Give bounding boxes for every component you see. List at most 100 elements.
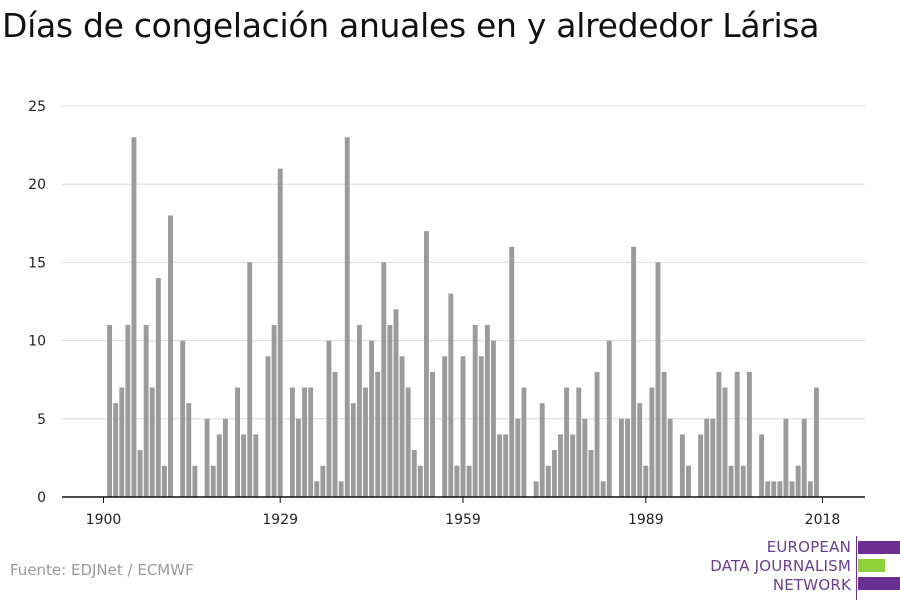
bar bbox=[759, 434, 765, 497]
bar bbox=[161, 465, 167, 497]
bar bbox=[777, 481, 783, 497]
x-tick-label: 1929 bbox=[262, 512, 298, 528]
bar bbox=[515, 418, 521, 497]
bar bbox=[551, 450, 557, 497]
bar bbox=[192, 465, 198, 497]
bar bbox=[369, 340, 375, 497]
bar bbox=[807, 481, 813, 497]
bar bbox=[375, 371, 381, 497]
bar bbox=[765, 481, 771, 497]
bar bbox=[399, 356, 405, 497]
x-axis: 1900 1929 1959 1989 2018 bbox=[62, 496, 865, 528]
bar bbox=[405, 387, 411, 497]
bar bbox=[308, 387, 314, 497]
bar bbox=[478, 356, 484, 497]
bar bbox=[210, 465, 216, 497]
logo-bar-bottom bbox=[858, 577, 900, 590]
bar bbox=[655, 262, 661, 497]
bar bbox=[521, 387, 527, 497]
bar bbox=[637, 403, 643, 497]
bar bbox=[344, 137, 350, 497]
bar bbox=[168, 215, 173, 498]
bar bbox=[296, 418, 301, 497]
bar bbox=[430, 371, 435, 497]
bar bbox=[423, 231, 429, 497]
logo-line-1: EUROPEAN bbox=[766, 538, 851, 556]
bar bbox=[734, 371, 740, 497]
bar bbox=[576, 387, 582, 497]
bar bbox=[186, 403, 192, 497]
bar bbox=[235, 387, 240, 497]
bar bbox=[588, 450, 594, 497]
bar bbox=[350, 403, 356, 497]
logo-divider bbox=[856, 536, 857, 600]
bar bbox=[618, 418, 624, 497]
bar bbox=[155, 278, 161, 497]
bar bbox=[393, 309, 399, 497]
bar bbox=[338, 481, 344, 497]
bar bbox=[271, 324, 277, 497]
bar bbox=[125, 324, 131, 497]
bar bbox=[533, 481, 539, 497]
bar bbox=[661, 371, 667, 497]
bar bbox=[216, 434, 222, 497]
logo-line-3: NETWORK bbox=[772, 576, 851, 594]
bar bbox=[600, 481, 606, 497]
bar bbox=[107, 324, 113, 497]
bar bbox=[625, 418, 630, 497]
bar bbox=[698, 434, 704, 497]
bar bbox=[289, 387, 295, 497]
logo-bar-top bbox=[858, 541, 900, 554]
logo-line-2: DATA JOURNALISM bbox=[710, 557, 851, 575]
x-tick-label: 1989 bbox=[628, 512, 664, 528]
bar bbox=[716, 371, 722, 497]
bar bbox=[417, 465, 423, 497]
bar bbox=[582, 418, 588, 497]
y-tick-label: 10 bbox=[28, 334, 46, 350]
bar bbox=[241, 434, 247, 497]
bars bbox=[107, 137, 819, 498]
bar bbox=[649, 387, 655, 497]
bar bbox=[326, 340, 332, 497]
bar bbox=[356, 324, 362, 497]
bar bbox=[545, 465, 551, 497]
bar bbox=[813, 387, 819, 497]
bar bbox=[728, 465, 734, 497]
bar bbox=[783, 418, 789, 497]
gridlines bbox=[62, 105, 865, 420]
bar bbox=[460, 356, 466, 497]
chart-title: Días de congelación anuales en y alreded… bbox=[2, 6, 820, 45]
bar bbox=[247, 262, 253, 497]
bar bbox=[570, 434, 576, 497]
bar bbox=[442, 356, 448, 497]
bar bbox=[606, 340, 612, 497]
y-axis-labels: 0 5 10 15 20 25 bbox=[28, 99, 46, 506]
y-tick-label: 5 bbox=[37, 412, 46, 428]
bar bbox=[679, 434, 685, 497]
bar bbox=[667, 418, 673, 497]
bar bbox=[746, 371, 752, 497]
bar bbox=[509, 246, 515, 497]
bar bbox=[503, 434, 509, 497]
bar bbox=[686, 465, 691, 497]
bar bbox=[539, 403, 545, 497]
bar bbox=[497, 434, 503, 497]
bar bbox=[771, 481, 777, 497]
bar bbox=[411, 450, 417, 497]
bar bbox=[466, 465, 472, 497]
bar bbox=[265, 356, 271, 497]
bar bbox=[363, 387, 368, 497]
bar bbox=[302, 387, 308, 497]
bar bbox=[180, 340, 186, 497]
bar bbox=[710, 418, 716, 497]
bar bbox=[222, 418, 228, 497]
bar bbox=[594, 371, 600, 497]
bar bbox=[204, 418, 210, 497]
y-tick-label: 15 bbox=[28, 255, 46, 271]
bar bbox=[704, 418, 710, 497]
x-tick-label: 1959 bbox=[445, 512, 481, 528]
bar bbox=[631, 246, 637, 497]
logo-bar-middle bbox=[858, 559, 885, 572]
bar bbox=[454, 465, 460, 497]
